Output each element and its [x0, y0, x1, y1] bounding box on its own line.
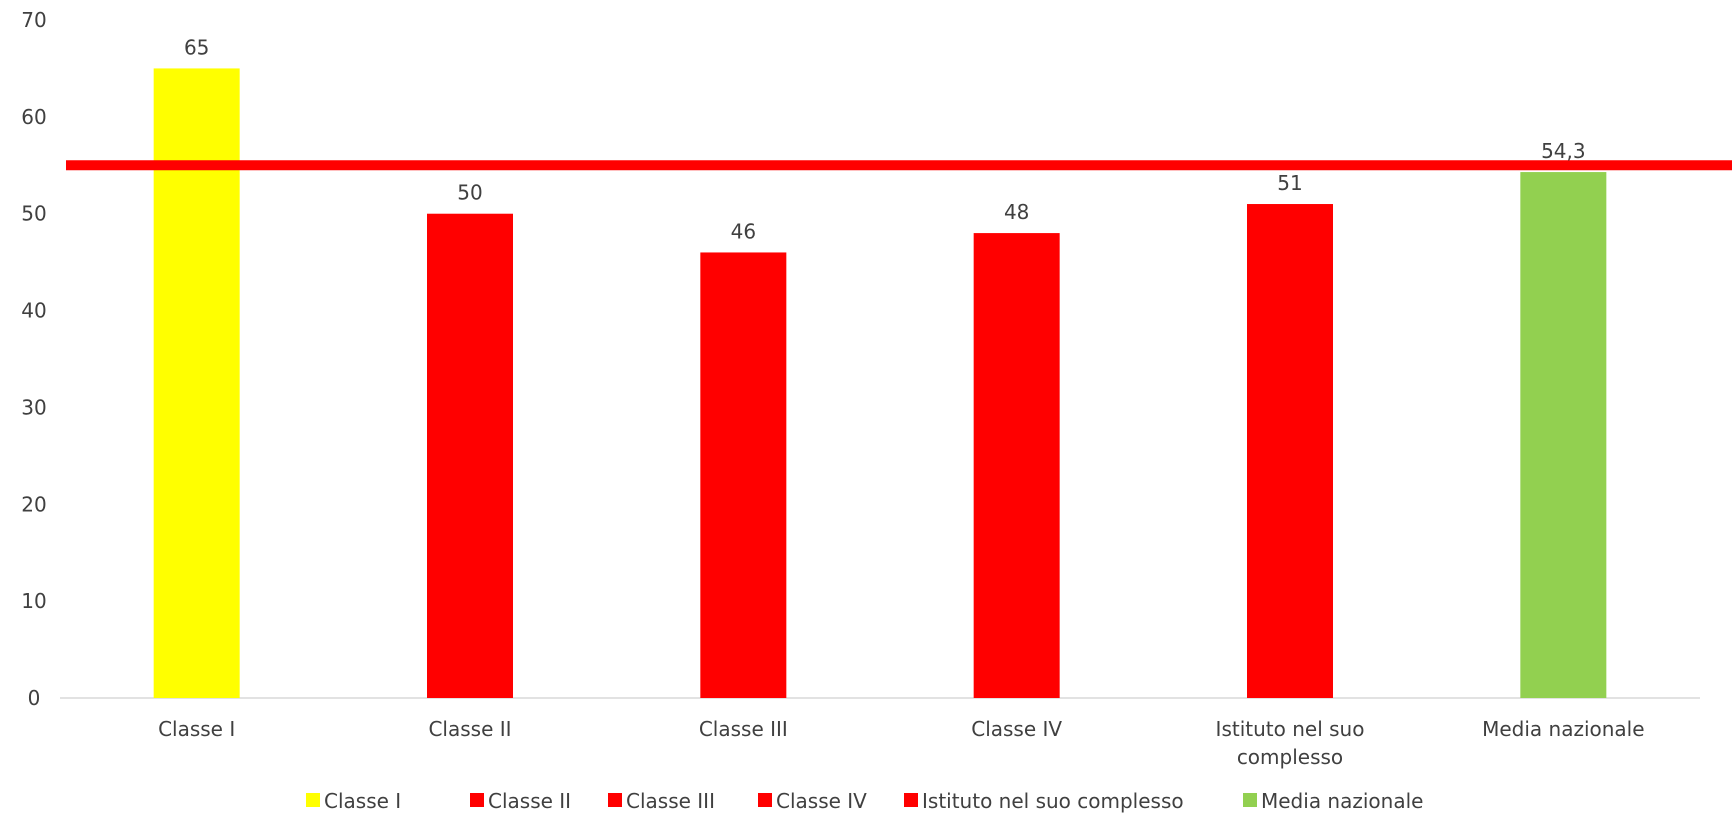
legend-swatch [470, 793, 484, 807]
legend-swatch [608, 793, 622, 807]
data-label: 51 [1277, 171, 1302, 195]
y-tick-label: 20 [21, 492, 46, 516]
data-label: 54,3 [1541, 139, 1586, 163]
bar [427, 213, 513, 698]
y-tick-label: 10 [21, 589, 46, 613]
category-labels: Classe I Classe II Classe III Classe IV Isti… [158, 717, 1644, 769]
legend-swatch [306, 793, 320, 807]
data-labels: 65 50 46 48 51 54,3 [184, 35, 1586, 243]
legend-swatch [758, 793, 772, 807]
legend: Classe I Classe II Classe III Classe IV Isti… [306, 789, 1423, 813]
legend-swatch [1243, 793, 1257, 807]
y-tick-label: 40 [21, 299, 46, 323]
data-label: 50 [457, 181, 482, 205]
bar [153, 68, 240, 698]
category-label: Media nazionale [1482, 717, 1644, 741]
legend-label: Classe IV [776, 789, 867, 813]
y-tick-label: 70 [21, 8, 46, 32]
category-label: Classe IV [971, 717, 1062, 741]
legend-label: Classe I [324, 789, 401, 813]
legend-label: Classe III [626, 789, 715, 813]
data-label: 48 [1004, 200, 1029, 224]
data-label: 65 [184, 35, 209, 59]
data-label: 46 [731, 219, 756, 243]
bar [1520, 172, 1607, 698]
bar [1247, 204, 1333, 698]
y-tick-label: 50 [21, 202, 46, 226]
legend-swatch [904, 793, 918, 807]
legend-label: Media nazionale [1261, 789, 1423, 813]
category-label: Classe I [158, 717, 235, 741]
y-tick-label: 60 [21, 105, 46, 129]
legend-label: Classe II [488, 789, 571, 813]
legend-label: Istituto nel suo complesso [922, 789, 1184, 813]
category-label: Istituto nel suo complesso [1216, 717, 1365, 769]
category-label: Classe II [428, 717, 511, 741]
bar [700, 252, 787, 698]
y-tick-label: 0 [28, 686, 41, 710]
bar [973, 233, 1060, 699]
y-tick-label: 30 [21, 395, 46, 419]
category-label: Classe III [699, 717, 788, 741]
bars [153, 68, 1607, 699]
y-axis-tick-labels: 0 10 20 30 40 50 60 70 [21, 8, 46, 710]
